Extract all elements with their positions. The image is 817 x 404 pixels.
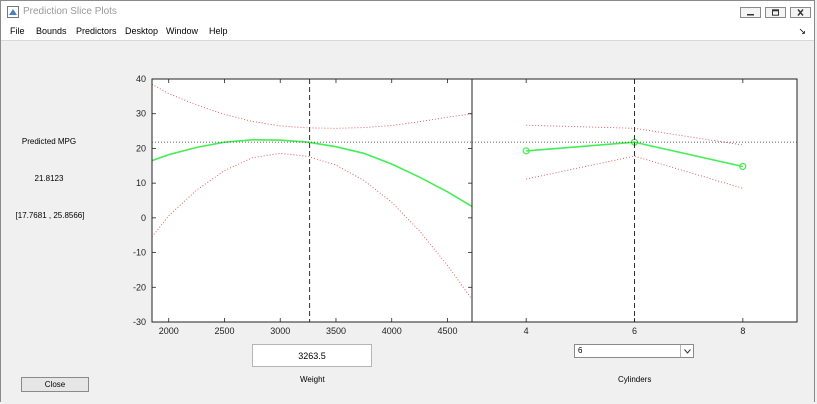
y-tick-label: 10 bbox=[136, 178, 146, 188]
menu-desktop[interactable]: Desktop bbox=[125, 26, 159, 36]
matlab-figure-icon bbox=[7, 6, 19, 18]
window-title: Prediction Slice Plots bbox=[23, 6, 117, 17]
close-button[interactable]: Close bbox=[21, 377, 89, 392]
dock-arrow-icon[interactable]: ↘ bbox=[798, 26, 806, 36]
predicted-label: Predicted MPG bbox=[21, 137, 77, 146]
chevron-down-icon bbox=[683, 348, 691, 354]
x-tick-label: 4000 bbox=[382, 326, 402, 336]
x-tick-label: 2000 bbox=[159, 326, 179, 336]
predicted-value: 21.8123 bbox=[34, 174, 64, 183]
cylinders-select[interactable]: 6 bbox=[574, 344, 694, 358]
menu-help[interactable]: Help bbox=[209, 26, 228, 36]
weight-label: Weight bbox=[300, 375, 325, 384]
maximize-button[interactable] bbox=[765, 7, 786, 18]
y-tick-label: 40 bbox=[136, 74, 146, 84]
x-tick-label: 3000 bbox=[270, 326, 290, 336]
x-tick-label: 6 bbox=[632, 326, 637, 336]
prediction-interval: [17.7681 , 25.8566] bbox=[15, 211, 85, 220]
y-tick-label: 30 bbox=[136, 109, 146, 119]
y-tick-label: 20 bbox=[136, 143, 146, 153]
cylinders-label: Cylinders bbox=[618, 375, 652, 384]
menu-bounds[interactable]: Bounds bbox=[36, 26, 67, 36]
figure-area: Predicted MPG 21.8123 [17.7681 , 25.8566… bbox=[1, 40, 814, 403]
y-tick-label: -10 bbox=[133, 248, 146, 258]
y-tick-label: 0 bbox=[141, 213, 146, 223]
menu-window[interactable]: Window bbox=[166, 26, 199, 36]
close-icon bbox=[797, 9, 804, 16]
y-tick-label: -20 bbox=[133, 282, 146, 292]
x-tick-label: 8 bbox=[740, 326, 745, 336]
x-tick-label: 4 bbox=[524, 326, 529, 336]
x-tick-label: 2500 bbox=[214, 326, 234, 336]
y-tick-label: -30 bbox=[133, 317, 146, 327]
prediction-point bbox=[739, 162, 747, 171]
menu-file[interactable]: File bbox=[10, 26, 25, 36]
minimize-icon bbox=[747, 14, 754, 16]
x-tick-label: 4500 bbox=[437, 326, 457, 336]
dropdown-button[interactable] bbox=[680, 345, 693, 357]
title-bar[interactable]: Prediction Slice Plots bbox=[1, 1, 814, 24]
weight-value-box[interactable]: 3263.5 bbox=[252, 344, 372, 367]
slice-plots: 2000 2500 3000 3500 4000 4500 -30 -20 -10 0 10 20 30… bbox=[133, 74, 798, 336]
prediction-point bbox=[522, 147, 530, 155]
cylinders-selected-value: 6 bbox=[578, 346, 583, 355]
menu-predictors[interactable]: Predictors bbox=[76, 26, 117, 36]
menu-bar: File Bounds Predictors Desktop Window He… bbox=[1, 23, 814, 40]
plot-background bbox=[152, 79, 472, 322]
x-tick-label: 3500 bbox=[326, 326, 346, 336]
weight-value-text: 3263.5 bbox=[298, 350, 326, 361]
lower-bound-line bbox=[526, 155, 743, 189]
cylinders-axes[interactable]: 4 6 8 bbox=[471, 78, 798, 336]
maximize-icon bbox=[772, 9, 779, 16]
close-window-button[interactable] bbox=[790, 7, 811, 18]
minimize-button[interactable] bbox=[740, 7, 761, 18]
weight-axes[interactable]: 2000 2500 3000 3500 4000 4500 -30 -20 -10 0 10 20 30… bbox=[133, 74, 473, 336]
